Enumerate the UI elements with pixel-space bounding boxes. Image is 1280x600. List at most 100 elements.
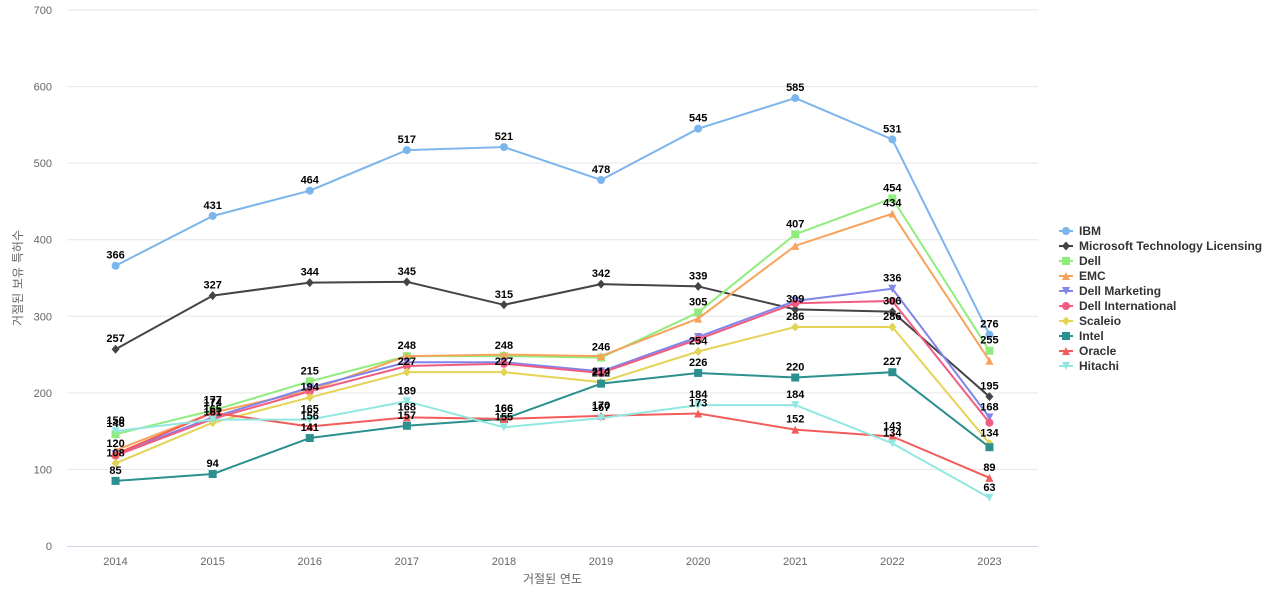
x-tick-label: 2014 [103, 556, 127, 568]
data-label: 166 [495, 403, 513, 415]
data-label: 342 [592, 268, 610, 280]
data-point [305, 434, 314, 443]
data-label: 134 [883, 427, 902, 439]
legend-marker [1062, 316, 1070, 326]
data-label: 407 [786, 218, 804, 230]
series-line [115, 326, 991, 465]
data-point [985, 443, 994, 452]
legend-item-dell-international[interactable]: Dell International [1059, 299, 1176, 313]
data-point [305, 186, 314, 195]
legend-item-emc[interactable]: EMC [1059, 269, 1106, 283]
data-label: 327 [203, 280, 221, 292]
data-label: 248 [398, 340, 416, 352]
data-label: 89 [983, 462, 995, 474]
legend-label: Scaleio [1079, 314, 1121, 328]
data-point [791, 425, 800, 434]
data-point [791, 299, 800, 308]
data-point [985, 330, 994, 339]
data-point [694, 335, 703, 344]
data-label: 309 [786, 293, 804, 305]
data-point [402, 397, 411, 406]
legend-item-dell[interactable]: Dell [1059, 254, 1101, 268]
series-line [115, 371, 991, 482]
data-point [499, 359, 508, 368]
legend-label: IBM [1079, 224, 1101, 238]
series-line [115, 97, 991, 336]
legend-label: Intel [1079, 329, 1104, 343]
data-label: 157 [398, 410, 416, 422]
data-point [694, 409, 703, 418]
legend-item-microsoft-technology-licensing[interactable]: Microsoft Technology Licensing [1059, 239, 1262, 253]
data-point [791, 230, 800, 239]
data-point [791, 304, 800, 314]
data-point [597, 379, 606, 388]
data-point [402, 362, 411, 371]
y-tick-label: 400 [34, 235, 52, 247]
data-label: 152 [786, 414, 804, 426]
x-tick-label: 2015 [200, 556, 224, 568]
data-point [888, 368, 897, 377]
data-point [985, 392, 994, 402]
data-label: 255 [980, 335, 998, 347]
legend-item-intel[interactable]: Intel [1059, 329, 1104, 343]
data-label: 464 [301, 175, 320, 187]
data-label: 339 [689, 270, 707, 282]
legend-marker [1062, 272, 1070, 280]
data-label: 286 [786, 311, 804, 323]
data-point [402, 413, 411, 422]
x-tick-label: 2023 [977, 556, 1001, 568]
data-point [985, 346, 994, 355]
data-label: 227 [883, 356, 901, 368]
data-label: 246 [592, 342, 610, 354]
legend-marker [1062, 257, 1070, 265]
data-point [305, 278, 314, 288]
data-point [597, 414, 606, 423]
data-point [888, 209, 897, 218]
data-point [888, 322, 897, 332]
data-label: 143 [883, 421, 901, 433]
data-label: 155 [495, 411, 513, 423]
data-label: 286 [883, 311, 901, 323]
data-label: 306 [883, 296, 901, 308]
legend-item-oracle[interactable]: Oracle [1059, 344, 1117, 358]
data-label: 276 [980, 319, 998, 331]
data-point [499, 350, 508, 359]
data-point [499, 143, 508, 152]
data-point [305, 422, 314, 431]
data-label: 431 [203, 200, 221, 212]
data-point [888, 296, 897, 305]
data-label: 189 [398, 385, 416, 397]
data-point [111, 344, 120, 354]
data-label: 220 [786, 362, 804, 374]
data-point [499, 423, 508, 432]
data-point [791, 373, 800, 382]
data-point [208, 291, 217, 301]
series-layer [111, 94, 994, 502]
y-tick-label: 500 [34, 158, 52, 170]
y-tick-label: 100 [34, 464, 52, 476]
data-point [985, 413, 994, 422]
data-point [888, 284, 897, 293]
legend-label: EMC [1079, 269, 1106, 283]
data-point [402, 367, 411, 377]
legend-item-dell-marketing[interactable]: Dell Marketing [1059, 284, 1161, 298]
data-label: 85 [109, 465, 121, 477]
data-label: 248 [495, 340, 513, 352]
series-microsoft-technology-licensing [111, 277, 994, 402]
legend-item-hitachi[interactable]: Hitachi [1059, 359, 1119, 373]
series-scaleio [111, 322, 994, 468]
data-label: 146 [106, 418, 124, 430]
x-tick-label: 2021 [783, 556, 807, 568]
legend-item-scaleio[interactable]: Scaleio [1059, 314, 1121, 328]
data-point [985, 356, 994, 365]
data-label: 177 [203, 394, 221, 406]
data-label: 254 [689, 336, 708, 348]
data-point [694, 308, 703, 317]
data-point [597, 352, 606, 361]
legend-item-ibm[interactable]: IBM [1059, 224, 1101, 238]
data-point [402, 421, 411, 430]
data-label: 226 [689, 357, 707, 369]
data-label: 167 [592, 402, 610, 414]
